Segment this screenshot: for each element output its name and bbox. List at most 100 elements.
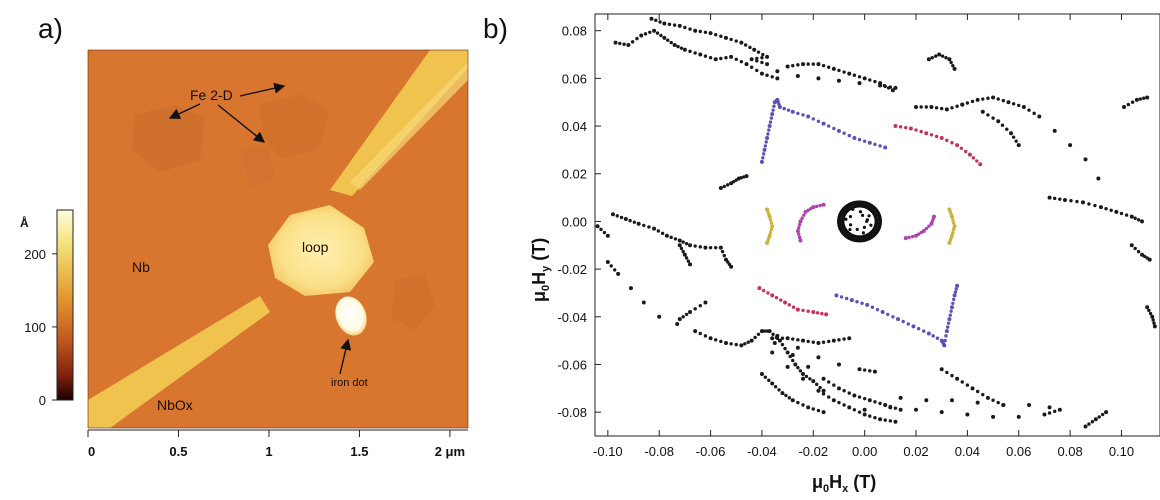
data-point [1145,95,1149,99]
data-point [935,135,938,138]
data-point [953,67,957,71]
data-point [796,112,799,115]
data-point [827,395,830,398]
data-point [688,262,692,266]
data-point [775,334,779,338]
data-point [770,116,773,119]
data-point [816,76,820,80]
data-point [842,403,845,406]
data-point [976,98,980,102]
data-point [868,369,871,372]
data-point [943,339,946,342]
data-point [935,106,938,109]
data-point [798,236,801,239]
data-point [832,383,835,386]
data-point [709,246,712,249]
data-point [768,124,772,128]
data-point [635,37,638,40]
data-point [782,107,785,110]
data-point [681,240,684,243]
data-point [760,372,764,376]
data-point [955,284,959,288]
panel-a-x-tick-label: 0 [88,444,95,459]
data-point [603,231,606,234]
x-tick-label: -0.02 [798,444,828,459]
data-point [888,405,892,409]
data-point [775,76,779,80]
data-point [808,377,811,380]
data-point [873,370,877,374]
data-point [791,64,794,67]
data-point [858,81,862,85]
data-point [950,215,954,219]
data-point [798,219,802,223]
data-point [909,126,913,130]
data-point [975,159,978,162]
data-point [1068,143,1072,147]
data-point [869,224,872,227]
data-point [1017,143,1021,147]
data-point [719,340,722,343]
data-point [753,336,756,339]
data-point [800,217,803,220]
data-point [750,66,753,69]
data-point [774,385,777,388]
data-point [822,377,826,381]
data-point [1042,413,1046,417]
data-point [815,205,818,208]
data-point [907,322,910,325]
data-point [1006,100,1010,104]
data-point [822,64,825,67]
data-point [657,315,661,319]
data-point [618,42,621,45]
data-point [991,95,995,99]
data-point [848,391,851,394]
data-point [955,377,959,381]
data-point [796,346,800,350]
data-point [950,305,954,309]
data-point [942,343,946,347]
y-tick-label: 0.08 [562,24,587,39]
data-point [947,57,951,61]
data-point [859,210,862,213]
data-point [1027,108,1030,111]
data-point [1099,205,1103,209]
data-point [1130,243,1134,247]
data-point [961,380,964,383]
data-point [816,389,820,393]
data-point [951,218,954,221]
data-point [703,300,707,304]
panel-a-x-tick-label: 1.5 [350,444,368,459]
data-point [822,122,826,126]
x-tick-label: -0.06 [696,444,726,459]
data-point [811,379,815,383]
data-point [842,337,845,340]
data-point [788,396,791,399]
data-point [914,408,918,412]
data-point [827,66,830,69]
data-point [729,38,732,41]
data-point [699,30,702,33]
data-point [688,243,692,247]
data-point [761,156,764,159]
data-point [1130,215,1134,219]
data-point [681,250,684,253]
data-point [770,293,774,297]
data-point [777,388,780,391]
data-point [934,54,937,57]
data-point [650,17,654,21]
data-point [914,128,917,131]
data-point [631,40,634,43]
data-point [768,329,772,333]
data-point [624,217,628,221]
data-point [801,372,805,376]
data-point [840,295,843,298]
data-point [729,342,732,345]
data-point [699,245,702,248]
data-point [1101,413,1104,416]
data-point [868,398,872,402]
data-point [878,417,882,421]
data-point [941,54,944,57]
data-point [863,368,866,371]
data-point [940,136,944,140]
